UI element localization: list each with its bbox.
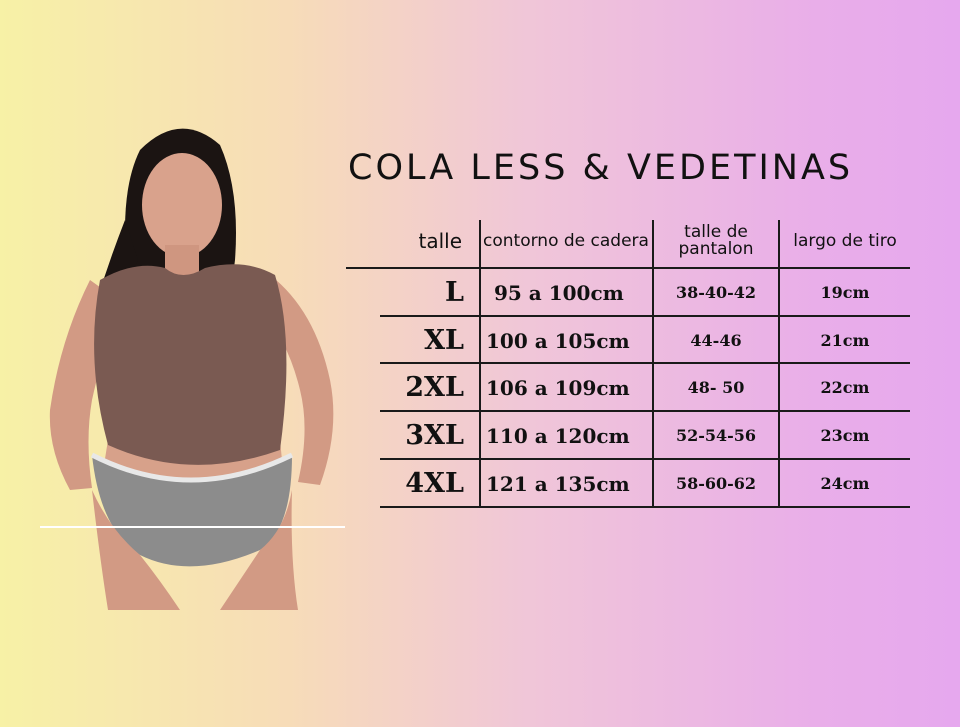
- page-title: COLA LESS & VEDETINAS: [348, 148, 854, 188]
- cell-size: 2XL: [405, 372, 464, 403]
- cell-rise: 21cm: [820, 331, 870, 350]
- cell-size: 3XL: [405, 420, 464, 451]
- row-divider: [380, 410, 910, 412]
- table-row: L 95 a 100cm 38-40-42 19cm: [346, 269, 910, 316]
- row-divider: [380, 362, 910, 364]
- column-divider: [652, 220, 654, 506]
- cell-rise: 22cm: [820, 378, 870, 397]
- cell-hip: 100 a 105cm: [486, 328, 630, 353]
- cell-size: 4XL: [405, 468, 464, 499]
- size-table: talle contorno de cadera talle de pantal…: [346, 214, 910, 514]
- table-row: 2XL 106 a 109cm 48- 50 22cm: [346, 364, 910, 411]
- cell-hip: 121 a 135cm: [486, 471, 630, 496]
- header-pant: talle de pantalon: [678, 222, 754, 259]
- model-photo: [30, 110, 360, 610]
- cell-rise: 24cm: [820, 474, 870, 493]
- column-divider: [479, 220, 481, 506]
- cell-pant: 44-46: [690, 331, 742, 350]
- table-bottom-border: [380, 506, 910, 508]
- header-divider: [346, 267, 910, 269]
- table-row: 4XL 121 a 135cm 58-60-62 24cm: [346, 460, 910, 507]
- table-row: 3XL 110 a 120cm 52-54-56 23cm: [346, 412, 910, 459]
- row-divider: [380, 315, 910, 317]
- cell-hip: 95 a 100cm: [494, 280, 624, 305]
- row-divider: [380, 458, 910, 460]
- cell-rise: 23cm: [820, 426, 870, 445]
- cell-pant: 48- 50: [687, 378, 745, 397]
- header-hip: contorno de cadera: [483, 230, 649, 251]
- table-row: XL 100 a 105cm 44-46 21cm: [346, 317, 910, 364]
- cell-rise: 19cm: [820, 283, 870, 302]
- cell-size: XL: [424, 325, 464, 356]
- cell-hip: 106 a 109cm: [486, 375, 630, 400]
- column-divider: [778, 220, 780, 506]
- model-illustration: [49, 128, 334, 610]
- hip-measure-line: [40, 526, 345, 528]
- header-rise: largo de tiro: [793, 230, 897, 251]
- cell-hip: 110 a 120cm: [486, 423, 630, 448]
- cell-pant: 52-54-56: [675, 426, 757, 445]
- cell-pant: 38-40-42: [675, 283, 757, 302]
- header-size: talle: [418, 228, 462, 253]
- cell-pant: 58-60-62: [675, 474, 757, 493]
- table-header: talle contorno de cadera talle de pantal…: [346, 214, 910, 268]
- cell-size: L: [445, 277, 464, 308]
